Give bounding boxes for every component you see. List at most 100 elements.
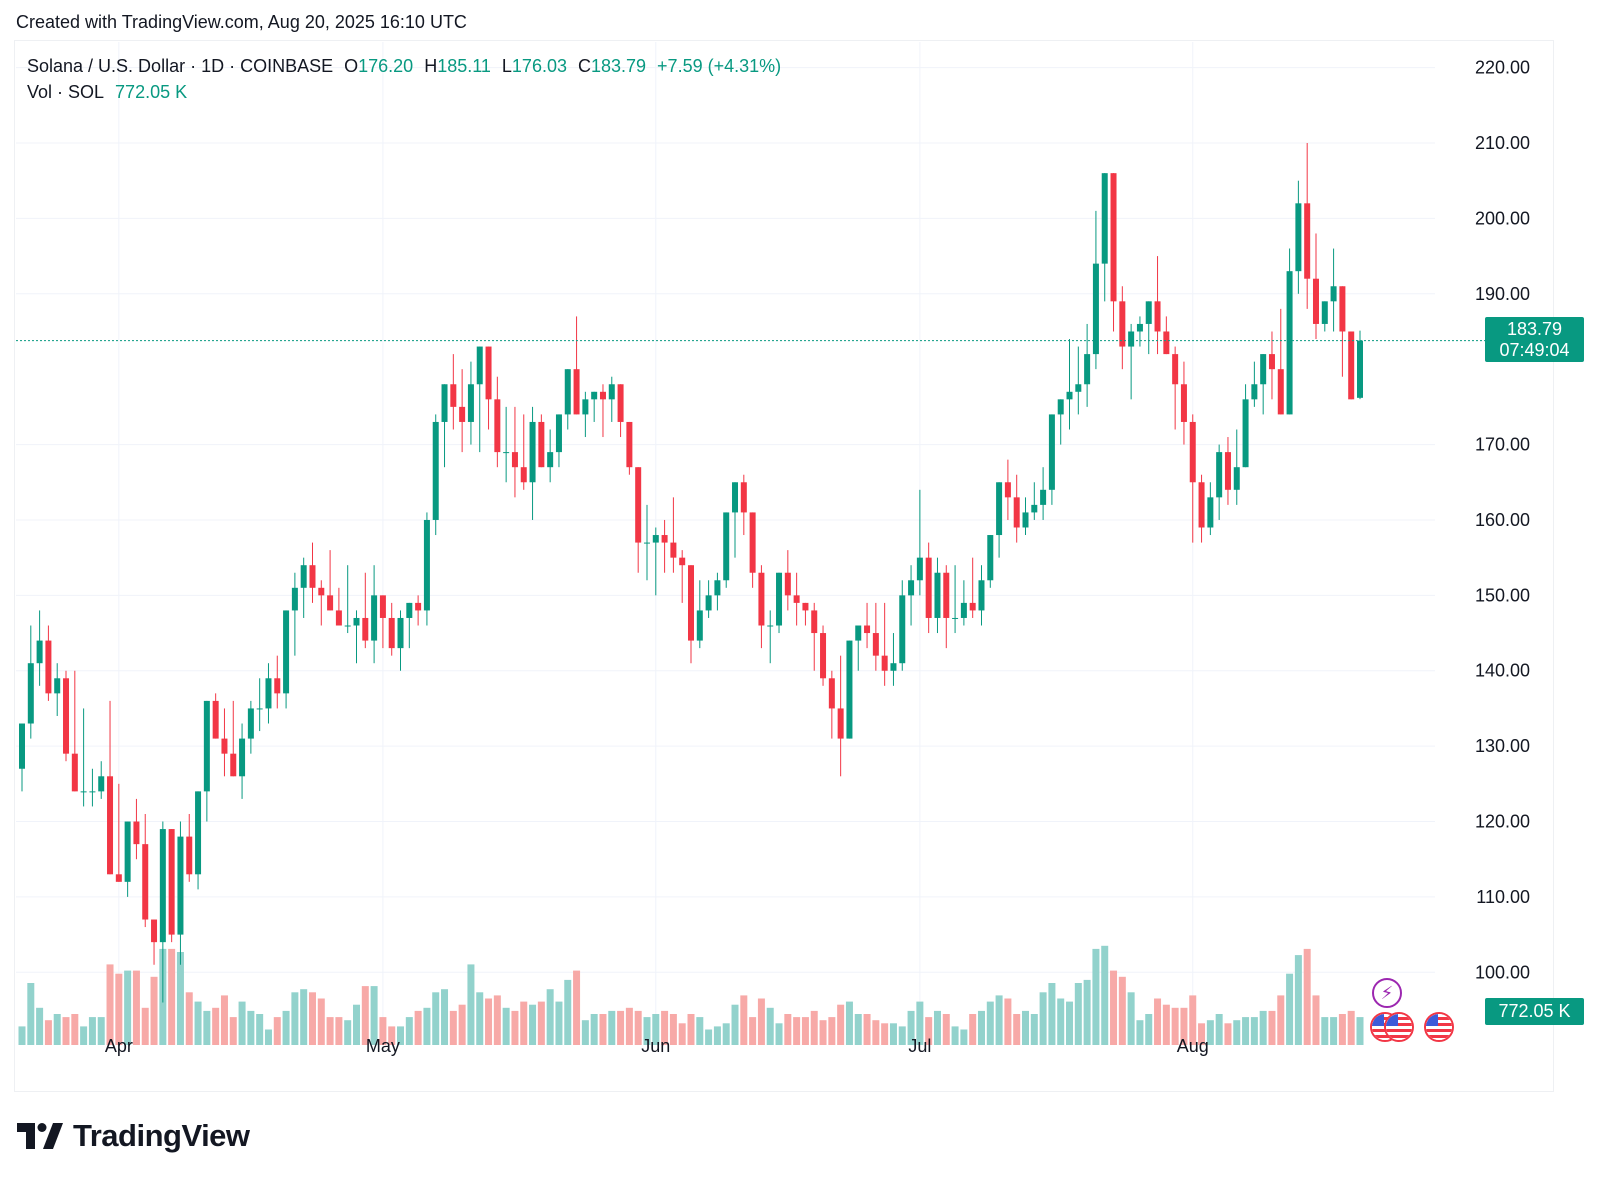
candle-body (608, 384, 615, 400)
volume-bars (18, 945, 1364, 1045)
candle-body (881, 655, 888, 671)
volume-bar (546, 989, 554, 1045)
volume-bar (1294, 955, 1302, 1045)
volume-bar (326, 1017, 334, 1045)
chart-legend: Solana / U.S. Dollar · 1D · COINBASE O176… (27, 53, 781, 105)
candle-body (353, 617, 360, 626)
volume-bar (1242, 1017, 1250, 1045)
volume-bar (863, 1014, 871, 1045)
candle-body (758, 572, 765, 626)
volume-bar (661, 1010, 669, 1045)
volume-price-tag: 772.05 K (1485, 998, 1584, 1025)
volume-bar (986, 1001, 994, 1045)
volume-bar (397, 1026, 405, 1045)
volume-bar (529, 1004, 537, 1045)
candle-body (1268, 354, 1275, 370)
candles (19, 143, 1363, 1003)
volume-bar (124, 970, 132, 1045)
candle-body (811, 610, 818, 634)
volume-bar (1004, 998, 1012, 1045)
time-axis: Apr May Jun Jul Aug (105, 1036, 1209, 1056)
volume-bar (1250, 1017, 1258, 1045)
volume-bar (960, 1029, 968, 1045)
volume-bar (379, 1017, 387, 1045)
volume-bar (705, 1029, 713, 1045)
candle-body (1154, 301, 1161, 332)
legend-symbol: Solana / U.S. Dollar · 1D · COINBASE (27, 56, 334, 76)
volume-bar (1030, 1014, 1038, 1045)
tradingview-logo[interactable]: TradingView (17, 1118, 250, 1154)
volume-bar (573, 970, 581, 1045)
volume-bar (793, 1017, 801, 1045)
volume-bar (1162, 1004, 1170, 1045)
candle-body (617, 384, 624, 422)
volume-bar (837, 1004, 845, 1045)
volume-bar (731, 1004, 739, 1045)
volume-bar (1092, 948, 1100, 1045)
volume-bar (291, 992, 299, 1045)
volume-bar (282, 1010, 290, 1045)
candle-body (1013, 497, 1020, 528)
volume-bar (106, 964, 114, 1045)
candle-body (107, 776, 114, 875)
volume-bar (44, 1020, 52, 1045)
volume-bar (176, 952, 184, 1045)
volume-bar (97, 1017, 105, 1045)
volume-bar (432, 992, 440, 1045)
candle-body (177, 836, 184, 935)
volume-bar (370, 986, 378, 1045)
candle-body (274, 678, 281, 694)
candle-body (969, 602, 976, 611)
candle-body (54, 678, 61, 694)
legend-volume-label: Vol · SOL (27, 82, 105, 102)
volume-bar (995, 995, 1003, 1045)
volume-bar (203, 1010, 211, 1045)
volume-bar (247, 1010, 255, 1045)
us-flag-event-icon[interactable] (1424, 1012, 1454, 1042)
candle-body (89, 791, 96, 793)
volume-bar (1066, 1001, 1074, 1045)
lightning-icon[interactable]: ⚡ (1372, 978, 1402, 1008)
candle-body (230, 753, 237, 777)
candle-body (1286, 271, 1293, 415)
candle-body (1330, 286, 1337, 302)
volume-bar (599, 1014, 607, 1045)
candle-body (124, 821, 131, 882)
chart-frame (14, 40, 1554, 1092)
legend-high-label: H (424, 56, 438, 76)
volume-bar (361, 986, 369, 1045)
volume-bar (889, 1023, 897, 1045)
candle-body (767, 625, 774, 627)
candle-body (582, 399, 589, 415)
candle-body (300, 565, 307, 588)
volume-bar (1233, 1020, 1241, 1045)
candle-body (485, 346, 492, 400)
candle-body (564, 369, 571, 415)
candle-body (344, 625, 351, 627)
time-axis-label: May (366, 1036, 400, 1056)
candle-body (1128, 331, 1135, 347)
candle-body (828, 678, 835, 709)
volume-bar (476, 992, 484, 1045)
volume-bar (1074, 983, 1082, 1045)
legend-open-label: O (344, 56, 359, 76)
candle-body (494, 399, 501, 453)
volume-bar (1189, 995, 1197, 1045)
volume-bar (977, 1010, 985, 1045)
us-flag-event-icon[interactable] (1384, 1012, 1414, 1042)
candle-body (1216, 452, 1223, 498)
candle-body (186, 836, 193, 875)
volume-bar (757, 998, 765, 1045)
candle-body (142, 844, 149, 920)
volume-bar (1154, 998, 1162, 1045)
volume-bar (608, 1010, 616, 1045)
candle-body (749, 512, 756, 573)
candle-body (265, 678, 272, 709)
candle-body (115, 874, 122, 882)
candle-body (318, 587, 325, 596)
candle-body (925, 557, 932, 618)
volume-bar (766, 1007, 774, 1045)
volume-bar (1215, 1014, 1223, 1045)
candle-body (450, 384, 457, 407)
